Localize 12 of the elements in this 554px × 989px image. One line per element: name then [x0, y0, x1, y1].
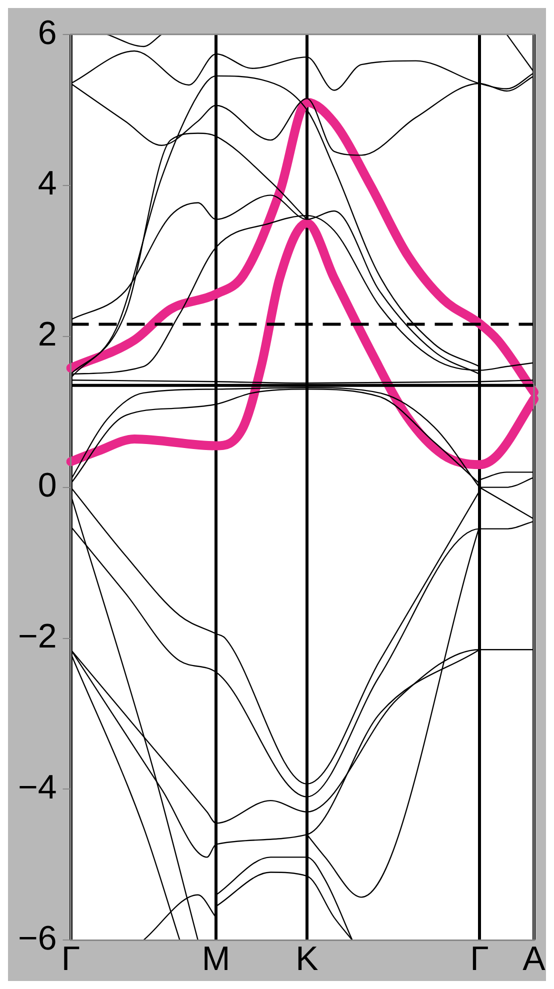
x-tick-label: K: [296, 940, 319, 978]
x-tick-label: Γ: [470, 940, 489, 978]
x-tick-label: Γ: [61, 940, 80, 978]
y-tick-label: −6: [18, 920, 57, 958]
x-tick-label: M: [202, 940, 230, 978]
y-tick-label: 6: [38, 14, 57, 52]
x-tick-label: A: [522, 940, 546, 978]
y-tick-label: −2: [18, 618, 57, 656]
y-tick-label: 4: [38, 164, 57, 203]
y-tick-label: 0: [38, 466, 57, 505]
y-tick-label: 2: [38, 316, 57, 354]
y-tick-label: −4: [18, 768, 57, 807]
